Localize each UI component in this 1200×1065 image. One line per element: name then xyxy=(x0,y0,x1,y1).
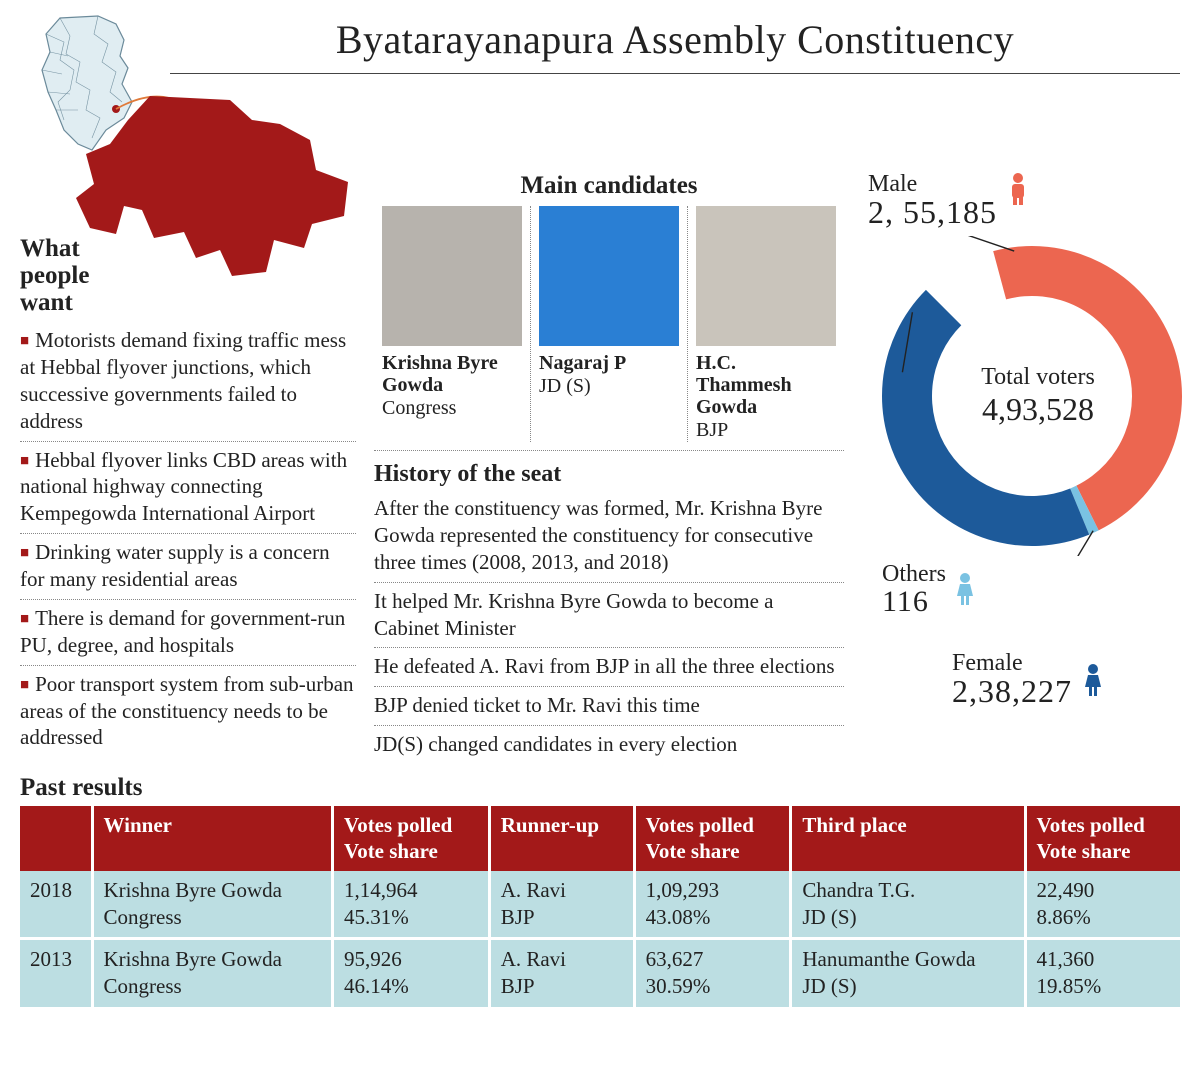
page-title: Byatarayanapura Assembly Constituency xyxy=(170,10,1180,73)
right-column: Male 2, 55,185 Total voters 4,93,528 Oth… xyxy=(862,90,1182,764)
candidate-card: Nagaraj P JD (S) xyxy=(530,206,687,442)
female-icon xyxy=(1082,663,1104,697)
want-item: Drinking water supply is a concern for m… xyxy=(20,540,330,591)
others-icon xyxy=(954,572,976,606)
col-runner-votes: Votes polledVote share xyxy=(634,806,791,871)
total-voters-value: 4,93,528 xyxy=(981,391,1095,428)
male-icon xyxy=(1007,172,1029,206)
left-column: What people want ■Motorists demand fixin… xyxy=(20,90,356,764)
past-results-title: Past results xyxy=(20,774,1180,802)
candidate-portrait xyxy=(539,206,679,346)
male-value: 2, 55,185 xyxy=(868,196,997,230)
history-title: History of the seat xyxy=(374,461,844,488)
candidate-card: H.C. Thammesh Gowda BJP xyxy=(687,206,844,442)
want-item: Poor transport system from sub-urban are… xyxy=(20,672,354,750)
total-voters-label: Total voters xyxy=(981,364,1095,391)
candidate-card: Krishna Byre Gowda Congress xyxy=(374,206,530,442)
what-people-want-list: ■Motorists demand fixing traffic mess at… xyxy=(20,322,356,757)
female-label: Female xyxy=(952,651,1072,675)
want-item: There is demand for government-run PU, d… xyxy=(20,606,345,657)
female-value: 2,38,227 xyxy=(952,675,1072,709)
history-item: After the constituency was formed, Mr. K… xyxy=(374,490,844,583)
others-value: 116 xyxy=(882,586,946,618)
constituency-map xyxy=(20,90,356,290)
past-results-table: Winner Votes polledVote share Runner-up … xyxy=(20,806,1180,1007)
history-item: BJP denied ticket to Mr. Ravi this time xyxy=(374,687,844,726)
history-item: JD(S) changed candidates in every electi… xyxy=(374,726,844,764)
col-runner: Runner-up xyxy=(489,806,634,871)
male-label: Male xyxy=(868,172,997,196)
candidate-portrait xyxy=(696,206,836,346)
candidate-party: Congress xyxy=(382,396,522,420)
candidate-portrait xyxy=(382,206,522,346)
col-third: Third place xyxy=(791,806,1025,871)
history-item: He defeated A. Ravi from BJP in all the … xyxy=(374,648,844,687)
others-label: Others xyxy=(882,562,946,586)
candidate-party: BJP xyxy=(696,418,836,442)
candidates-title: Main candidates xyxy=(374,172,844,200)
candidate-name: Krishna Byre Gowda xyxy=(382,352,522,396)
table-row: 2018Krishna Byre GowdaCongress1,14,96445… xyxy=(20,871,1180,939)
col-third-votes: Votes polledVote share xyxy=(1025,806,1180,871)
want-item: Hebbal flyover links CBD areas with nati… xyxy=(20,448,347,526)
candidate-name: H.C. Thammesh Gowda xyxy=(696,352,836,418)
middle-column: Main candidates Krishna Byre Gowda Congr… xyxy=(374,90,844,764)
table-row: 2013Krishna Byre GowdaCongress95,92646.1… xyxy=(20,939,1180,1007)
history-list: After the constituency was formed, Mr. K… xyxy=(374,490,844,764)
candidate-name: Nagaraj P xyxy=(539,352,679,374)
want-item: Motorists demand fixing traffic mess at … xyxy=(20,328,346,433)
candidate-party: JD (S) xyxy=(539,374,679,398)
col-winner-votes: Votes polledVote share xyxy=(332,806,489,871)
col-winner: Winner xyxy=(92,806,332,871)
history-item: It helped Mr. Krishna Byre Gowda to beco… xyxy=(374,583,844,649)
title-rule xyxy=(170,73,1180,74)
col-year xyxy=(20,806,92,871)
